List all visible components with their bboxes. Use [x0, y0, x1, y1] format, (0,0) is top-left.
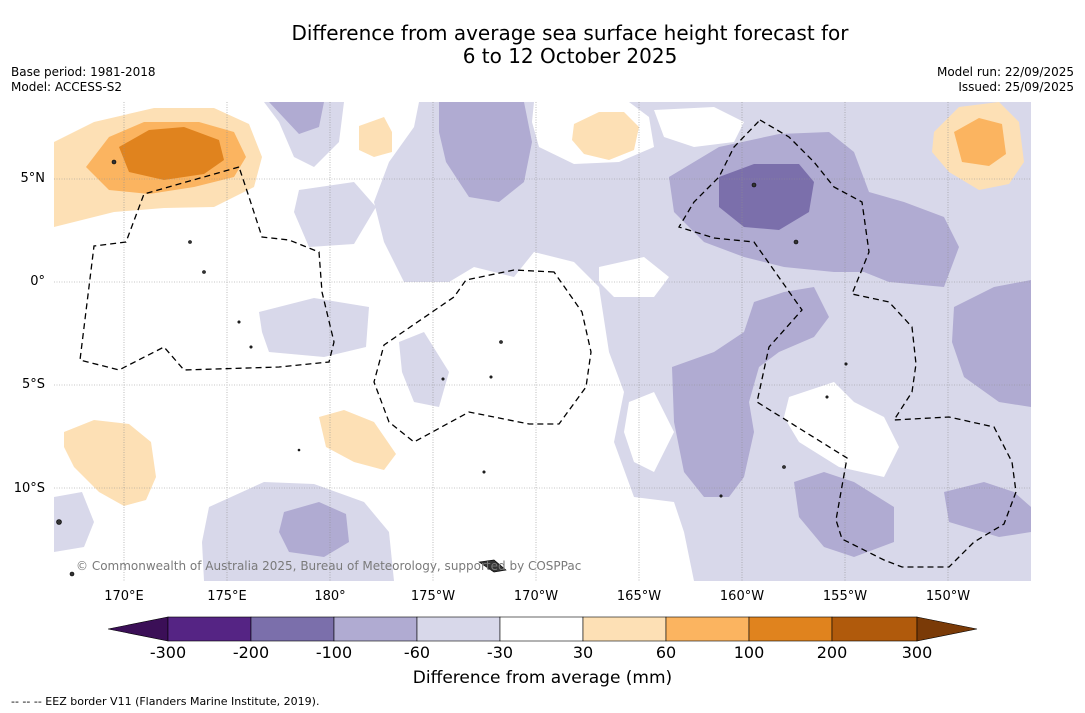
model-name: Model: ACCESS-S2: [11, 80, 123, 94]
colorbar-extend-high: [916, 616, 978, 642]
issued-date: Issued: 25/09/2025: [958, 80, 1074, 94]
colorbar-tick: -300: [149, 643, 187, 662]
title-line-2: 6 to 12 October 2025: [462, 44, 678, 68]
eez-borders: [79, 119, 1017, 568]
colorbar-bin-p30: [582, 616, 667, 642]
lat-label-5s: 5°S: [21, 377, 45, 392]
lat-label-0: 0°: [30, 274, 45, 289]
colorbar-title: Difference from average (mm): [412, 668, 673, 688]
colorbar-tick: 200: [816, 643, 848, 662]
colorbar-bin-n200: [250, 616, 335, 642]
map-panel: © Commonwealth of Australia 2025, Bureau…: [54, 102, 1031, 581]
colorbar-bin-n30: [499, 616, 584, 642]
islands: [56, 159, 848, 577]
colorbar-bin-n60: [416, 616, 501, 642]
lon-label-170w: 170°W: [513, 589, 559, 604]
lon-label-175w: 175°W: [410, 589, 456, 604]
lon-label-170e: 170°E: [104, 589, 144, 604]
anomaly-band-n100-60: [269, 102, 1031, 557]
colorbar-bin-p60: [665, 616, 750, 642]
eez-legend: -- -- -- EEZ border V11 (Flanders Marine…: [11, 695, 320, 708]
copyright-notice: © Commonwealth of Australia 2025, Bureau…: [76, 559, 581, 573]
colorbar: [108, 616, 978, 642]
graticule: [54, 102, 1031, 581]
colorbar-bin-p200: [831, 616, 918, 642]
lon-label-160w: 160°W: [719, 589, 765, 604]
colorbar-bin-p100: [748, 616, 833, 642]
colorbar-tick: 300: [901, 643, 933, 662]
lon-label-150w: 150°W: [925, 589, 971, 604]
meta-right: Model run: 22/09/2025 Issued: 25/09/2025: [937, 65, 1074, 95]
lon-label-155w: 155°W: [822, 589, 868, 604]
colorbar-tick: -30: [486, 643, 514, 662]
lat-label-10s: 10°S: [13, 481, 45, 496]
map-svg: © Commonwealth of Australia 2025, Bureau…: [54, 102, 1031, 581]
base-period: Base period: 1981-2018: [11, 65, 156, 79]
lon-label-180: 180°: [314, 589, 346, 604]
colorbar-tick: 30: [572, 643, 594, 662]
colorbar-tick: -60: [403, 643, 431, 662]
anomaly-band-p100-200: [119, 127, 224, 180]
lon-label-175e: 175°E: [207, 589, 247, 604]
model-run: Model run: 22/09/2025: [936, 65, 1074, 79]
colorbar-bin-n300: [167, 616, 252, 642]
chart-title: Difference from average sea surface heig…: [0, 22, 1085, 68]
lat-label-5n: 5°N: [20, 171, 46, 186]
colorbar-tick: 60: [655, 643, 677, 662]
colorbar-tick: -200: [232, 643, 270, 662]
colorbar-tick: 100: [733, 643, 765, 662]
colorbar-bin-n100: [333, 616, 418, 642]
title-line-1: Difference from average sea surface heig…: [291, 21, 849, 45]
lon-label-165w: 165°W: [616, 589, 662, 604]
colorbar-tick: -100: [315, 643, 353, 662]
meta-left: Base period: 1981-2018 Model: ACCESS-S2: [11, 65, 156, 95]
colorbar-extend-low: [108, 616, 169, 642]
anomaly-band-n200-100: [719, 164, 814, 230]
